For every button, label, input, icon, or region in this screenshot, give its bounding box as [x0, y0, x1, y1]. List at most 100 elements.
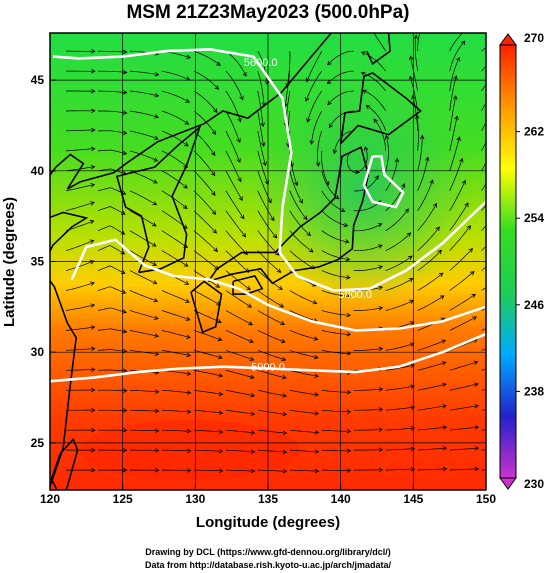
- streamline: [225, 290, 252, 308]
- streamline-arrowhead: [429, 179, 434, 185]
- streamline: [417, 135, 423, 171]
- streamline: [416, 115, 419, 151]
- streamline-arrowhead: [91, 88, 96, 94]
- streamline-arrowhead: [378, 306, 384, 311]
- streamline-arrowhead: [122, 130, 128, 136]
- streamline: [449, 316, 477, 331]
- streamline-arrowhead: [345, 256, 351, 262]
- streamline: [353, 408, 383, 411]
- contour-label: 5600.0: [244, 57, 278, 69]
- streamline: [161, 449, 191, 452]
- streamline: [65, 369, 95, 371]
- streamline-arrowhead: [410, 384, 416, 389]
- streamline-arrowhead: [325, 180, 330, 186]
- streamline: [129, 150, 158, 162]
- streamline: [193, 469, 223, 472]
- streamline: [193, 170, 216, 196]
- streamline-arrowhead: [211, 210, 217, 215]
- streamline-arrowhead: [313, 336, 319, 341]
- streamline-arrowhead: [211, 151, 216, 156]
- contour-label: 5900.0: [251, 362, 285, 374]
- streamline: [285, 71, 291, 107]
- streamline: [225, 230, 248, 255]
- streamline-arrowhead: [218, 429, 224, 435]
- streamline-arrowhead: [250, 392, 256, 398]
- streamline: [366, 105, 387, 132]
- gridlines: [50, 33, 486, 490]
- coast-shikoku: [232, 275, 264, 295]
- streamline: [449, 76, 457, 112]
- streamline-arrowhead: [281, 356, 287, 362]
- streamline-arrowhead: [394, 157, 400, 163]
- streamline: [257, 130, 266, 166]
- streamline: [129, 70, 159, 76]
- streamline-arrowhead: [90, 164, 96, 170]
- streamline-arrowhead: [237, 117, 242, 123]
- streamline-arrowhead: [215, 283, 221, 288]
- streamline-arrowhead: [154, 351, 160, 357]
- streamline: [193, 250, 219, 270]
- streamline-arrowhead: [453, 75, 458, 81]
- streamline-arrowhead: [91, 127, 96, 133]
- streamline: [289, 290, 317, 304]
- y-axis-label: Latitude (degrees): [1, 197, 18, 327]
- streamline: [161, 190, 188, 209]
- streamline-arrowhead: [363, 146, 369, 151]
- streamline-arrowhead: [91, 427, 96, 433]
- x-axis-ticks: 120 125 130 135 140 145 150: [40, 484, 496, 506]
- streamline: [161, 250, 188, 267]
- streamline: [311, 110, 323, 145]
- streamline: [385, 183, 405, 211]
- credit-line-1: Drawing by DCL (https://www.gfd-dennou.o…: [145, 547, 391, 557]
- streamline-arrowhead: [91, 467, 96, 473]
- streamline-arrowhead: [122, 309, 127, 314]
- streamline-arrowhead: [441, 339, 447, 344]
- streamline-arrowhead: [281, 338, 286, 344]
- contour-line: [52, 48, 486, 292]
- streamline-arrowhead: [120, 269, 126, 274]
- streamline-arrowhead: [120, 250, 126, 255]
- streamline-arrowhead: [212, 229, 217, 234]
- streamline: [161, 330, 191, 339]
- streamline-arrowhead: [246, 285, 251, 291]
- streamline-arrowhead: [346, 331, 352, 337]
- streamline-arrowhead: [274, 251, 280, 256]
- streamline: [257, 389, 287, 397]
- height-contours: 5600.0 5800.0 5900.0: [50, 48, 486, 383]
- streamline: [129, 310, 158, 320]
- streamline-arrowhead: [218, 410, 224, 415]
- streamline: [417, 272, 444, 291]
- streamline-arrowhead: [281, 374, 287, 380]
- streamline-arrowhead: [378, 244, 383, 249]
- streamline-arrowhead: [238, 196, 243, 202]
- streamline: [257, 429, 287, 434]
- streamline: [65, 348, 95, 351]
- streamline: [417, 383, 447, 391]
- streamline-arrowhead: [306, 231, 312, 237]
- streamline: [193, 70, 219, 90]
- streamline: [129, 90, 159, 97]
- streamline: [385, 468, 415, 471]
- streamline-arrowhead: [473, 360, 479, 365]
- streamline-arrowhead: [314, 411, 320, 416]
- x-tick-label: 150: [476, 492, 496, 506]
- streamline-arrowhead: [360, 71, 366, 77]
- streamline: [321, 449, 351, 452]
- streamline: [129, 429, 159, 432]
- streamline-arrowhead: [184, 280, 190, 285]
- streamline: [385, 232, 411, 251]
- streamline-arrowhead: [495, 122, 499, 126]
- streamline-arrowhead: [186, 352, 192, 358]
- streamline: [257, 50, 268, 85]
- y-tick-label: 30: [31, 345, 45, 359]
- streamline: [161, 170, 188, 189]
- streamline-arrowhead: [408, 278, 414, 283]
- streamline: [97, 245, 125, 255]
- streamline-arrowhead: [365, 105, 371, 110]
- streamline: [417, 226, 440, 251]
- streamline-arrowhead: [313, 354, 319, 360]
- y-axis-ticks: 25 30 35 40 45: [31, 73, 56, 450]
- streamline-arrowhead: [456, 56, 461, 62]
- streamline-arrowhead: [407, 255, 413, 260]
- contour-label: 5800.0: [338, 289, 372, 301]
